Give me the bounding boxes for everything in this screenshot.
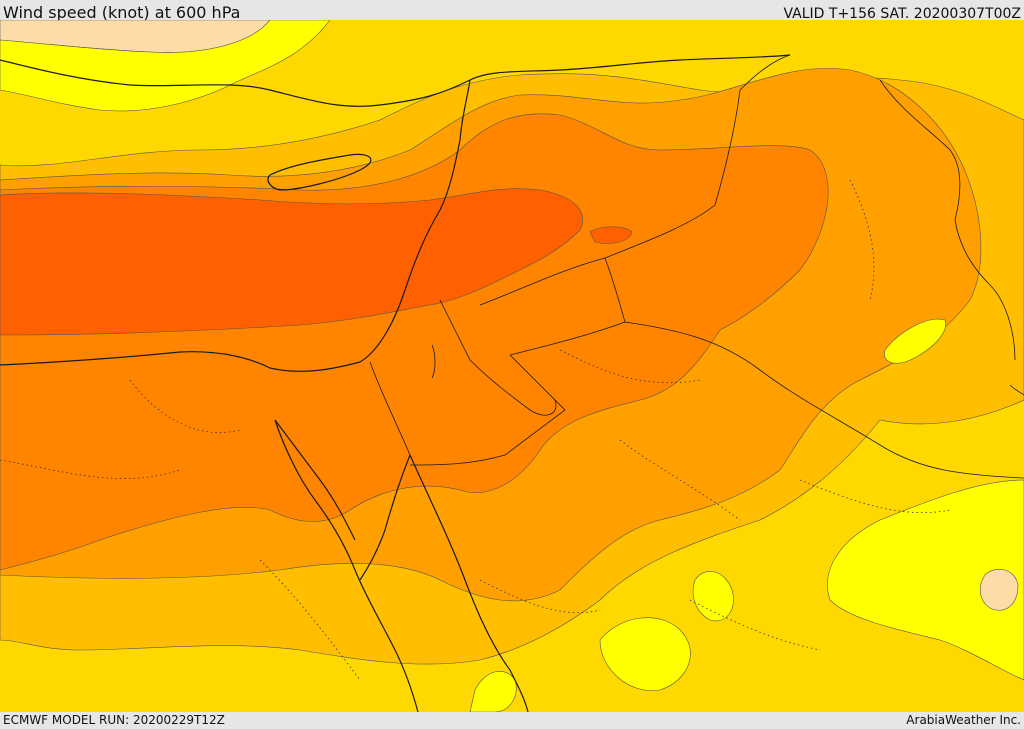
country-borders bbox=[369, 54, 1024, 479]
band-pale-se bbox=[980, 568, 1019, 611]
valid-time: VALID T+156 SAT. 20200307T00Z bbox=[783, 6, 1021, 22]
red-sea-west bbox=[274, 419, 419, 712]
map-title: Wind speed (knot) at 600 hPa bbox=[3, 3, 241, 22]
credit: ArabiaWeather Inc. bbox=[906, 713, 1021, 727]
persian-gulf-coast bbox=[1009, 384, 1024, 396]
border-iran bbox=[879, 79, 1016, 361]
border-saudi-jordan bbox=[409, 354, 566, 466]
model-run: ECMWF MODEL RUN: 20200229T12Z bbox=[3, 713, 225, 727]
band-yellow-nw bbox=[0, 20, 331, 112]
med-south-coast bbox=[0, 79, 471, 372]
border-syria-jordan bbox=[479, 54, 791, 306]
gulf-suez bbox=[274, 419, 356, 541]
dead-sea bbox=[431, 344, 436, 379]
band-yellow-se bbox=[827, 479, 1024, 681]
turkey-coast bbox=[0, 54, 791, 107]
border-iraq-saudi bbox=[509, 321, 1024, 479]
border-egypt-israel bbox=[369, 361, 411, 456]
band-red-orange bbox=[0, 188, 583, 336]
admin-lines bbox=[0, 179, 951, 681]
gulf-aqaba bbox=[359, 454, 411, 581]
band-yellow-e bbox=[884, 318, 946, 364]
wind-speed-map bbox=[0, 20, 1024, 712]
coastlines bbox=[0, 54, 791, 712]
border-jordan bbox=[439, 299, 557, 416]
cyprus-coast bbox=[267, 153, 372, 191]
band-yellow-s1 bbox=[599, 617, 691, 691]
band-red-orange-small bbox=[589, 226, 633, 244]
red-sea-east bbox=[409, 454, 529, 712]
border-syria-iraq bbox=[604, 257, 626, 323]
